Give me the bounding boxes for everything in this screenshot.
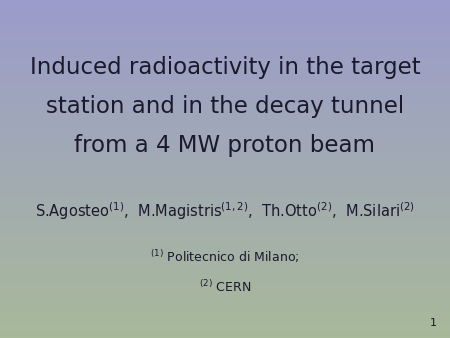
Text: Induced radioactivity in the target: Induced radioactivity in the target <box>30 56 420 79</box>
Text: S.Agosteo$^{(1)}$,  M.Magistris$^{(1,2)}$,  Th.Otto$^{(2)}$,  M.Silari$^{(2)}$: S.Agosteo$^{(1)}$, M.Magistris$^{(1,2)}$… <box>35 200 415 222</box>
Text: $^{(2)}$ CERN: $^{(2)}$ CERN <box>199 279 251 295</box>
Text: 1: 1 <box>429 318 436 328</box>
Text: $^{(1)}$ Politecnico di Milano;: $^{(1)}$ Politecnico di Milano; <box>150 248 300 265</box>
Text: station and in the decay tunnel: station and in the decay tunnel <box>46 95 404 118</box>
Text: from a 4 MW proton beam: from a 4 MW proton beam <box>75 134 375 157</box>
